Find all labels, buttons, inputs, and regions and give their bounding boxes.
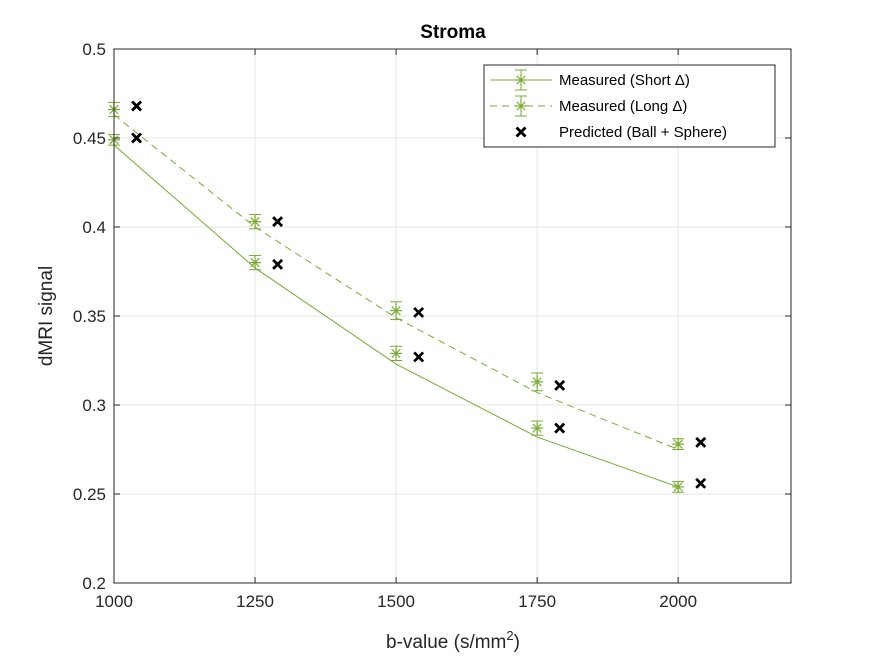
y-tick-label: 0.35 xyxy=(73,307,106,326)
asterisk-stroke xyxy=(250,257,260,268)
asterisk-stroke xyxy=(516,75,526,85)
x-stroke xyxy=(515,126,527,138)
legend-label: Predicted (Ball + Sphere) xyxy=(559,124,727,141)
data-point xyxy=(249,215,262,228)
ticks: 1000 1250 1500 1750 2000 0.2 0.25 0.3 0.35 0.4 0.4… xyxy=(73,40,791,611)
legend-item-2: Predicted (Ball + Sphere) xyxy=(515,124,727,141)
x-tick-label: 1000 xyxy=(95,592,133,611)
asterisk-stroke xyxy=(391,348,401,359)
chart-title: Stroma xyxy=(420,22,486,43)
data-point xyxy=(131,132,143,144)
asterisk-stroke xyxy=(673,482,683,492)
data-point xyxy=(672,438,685,451)
legend-box xyxy=(483,64,776,148)
data-point xyxy=(131,100,143,112)
x-tick-label: 2000 xyxy=(659,592,697,611)
data-point xyxy=(249,256,262,269)
data-point xyxy=(554,422,566,434)
legend-item-0: Measured (Short Δ) xyxy=(490,69,690,91)
legend-marker xyxy=(515,126,527,138)
data-point xyxy=(672,480,685,493)
data-point xyxy=(272,216,284,228)
data-point xyxy=(390,347,403,360)
x-tick-label: 1250 xyxy=(236,592,274,611)
data-point xyxy=(695,477,707,489)
series-line xyxy=(113,144,679,488)
legend-marker xyxy=(515,100,527,112)
y-axis-label: dMRI signal xyxy=(36,266,57,366)
data-point xyxy=(413,351,425,363)
asterisk-stroke xyxy=(532,377,542,387)
x-stroke xyxy=(554,422,566,434)
x-tick-label: 1750 xyxy=(518,592,556,611)
asterisk-stroke xyxy=(673,439,683,449)
y-tick-label: 0.25 xyxy=(73,485,106,504)
data-point xyxy=(272,258,284,270)
data-point xyxy=(413,306,425,318)
x-axis-label: b-value (s/mm2) xyxy=(386,628,520,653)
legend-marker xyxy=(515,74,527,86)
data-point xyxy=(531,422,544,435)
y-tick-label: 0.2 xyxy=(82,574,106,593)
x-tick-label: 1500 xyxy=(377,592,415,611)
data-point xyxy=(531,375,544,388)
x-stroke xyxy=(413,351,425,363)
x-stroke xyxy=(413,306,425,318)
legend: Measured (Short Δ) Measured (Long Δ) Predi… xyxy=(483,64,776,148)
asterisk-stroke xyxy=(250,216,260,227)
x-stroke xyxy=(695,477,707,489)
asterisk-stroke xyxy=(532,423,542,433)
legend-label: Measured (Long Δ) xyxy=(559,98,687,115)
x-stroke xyxy=(131,132,143,144)
y-tick-label: 0.45 xyxy=(73,129,106,148)
x-stroke xyxy=(272,258,284,270)
series-2 xyxy=(131,100,707,489)
y-tick-label: 0.3 xyxy=(82,396,106,415)
data-point xyxy=(695,436,707,448)
data-point xyxy=(390,304,403,317)
x-stroke xyxy=(272,216,284,228)
asterisk-stroke xyxy=(391,305,401,316)
y-tick-label: 0.5 xyxy=(82,40,106,59)
data-point xyxy=(554,379,566,391)
asterisk-stroke xyxy=(516,101,526,111)
series-line xyxy=(113,114,679,450)
x-stroke xyxy=(554,379,566,391)
legend-item-1: Measured (Long Δ) xyxy=(490,95,687,117)
x-stroke xyxy=(695,436,707,448)
y-tick-label: 0.4 xyxy=(82,218,106,237)
x-stroke xyxy=(131,100,143,112)
legend-label: Measured (Short Δ) xyxy=(559,72,690,89)
